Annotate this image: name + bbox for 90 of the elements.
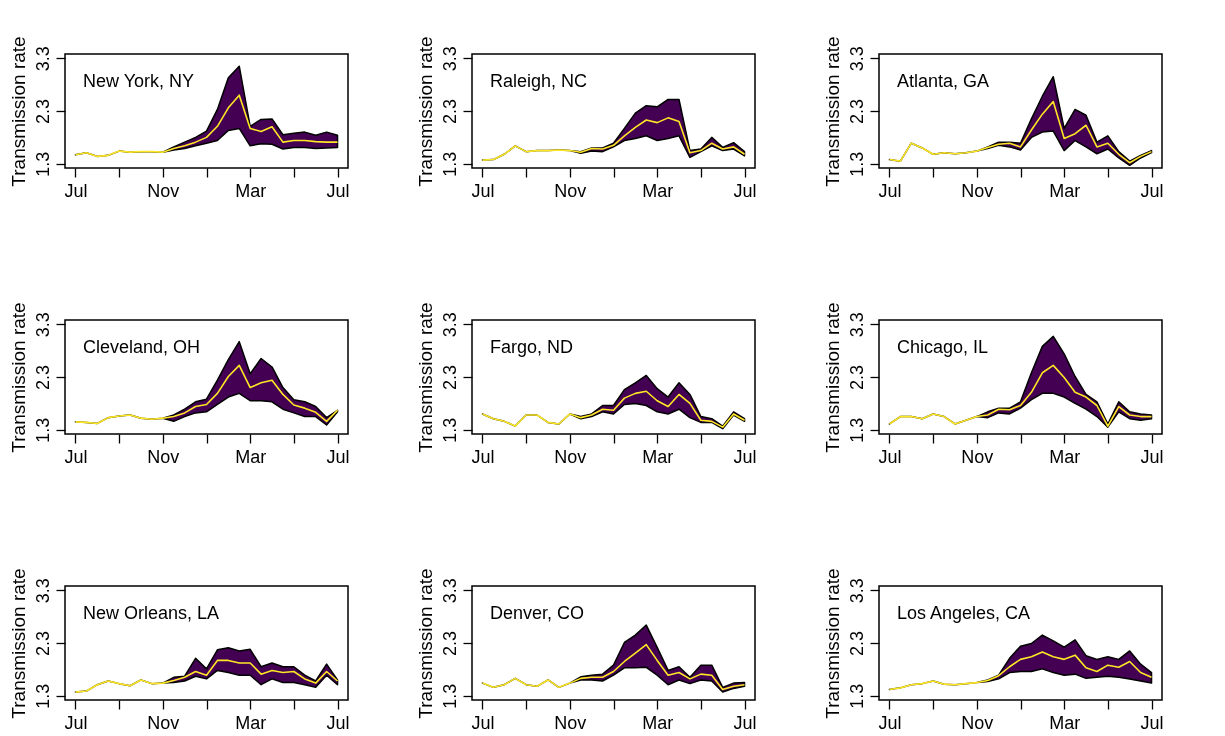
x-tick-label: Nov xyxy=(147,446,180,467)
x-tick-label: Jul xyxy=(64,180,88,201)
y-tick-label: 1.3 xyxy=(439,417,460,443)
x-tick-label: Jul xyxy=(64,446,88,467)
x-tick-label: Nov xyxy=(554,712,587,733)
x-tick-label: Nov xyxy=(961,712,994,733)
x-tick-label: Mar xyxy=(235,446,267,467)
text: Cleveland, OH xyxy=(83,337,201,357)
x-tick-label: Mar xyxy=(1049,180,1081,201)
y-tick-label: 3.3 xyxy=(32,46,53,72)
y-tick-label: 1.3 xyxy=(32,417,53,443)
y-tick-label: 3.3 xyxy=(846,46,867,72)
y-tick-label: 3.3 xyxy=(846,578,867,604)
x-tick-label: Jul xyxy=(326,446,350,467)
x-tick-label: Mar xyxy=(235,712,267,733)
text: Fargo, ND xyxy=(490,337,574,357)
x-tick-label: Jul xyxy=(326,712,350,733)
y-tick-label: 3.3 xyxy=(32,578,53,604)
x-tick-label: Jul xyxy=(733,180,757,201)
x-tick-label: Jul xyxy=(471,712,495,733)
line-series xyxy=(74,94,339,158)
line-series xyxy=(481,390,746,428)
text: Denver, CO xyxy=(490,603,585,623)
y-tick-label: 1.3 xyxy=(439,151,460,177)
x-tick-label: Jul xyxy=(326,180,350,201)
x-tick-label: Mar xyxy=(642,446,674,467)
x-tick-label: Mar xyxy=(235,180,267,201)
x-tick-label: Nov xyxy=(147,712,180,733)
x-tick-label: Nov xyxy=(961,180,994,201)
line-series xyxy=(888,651,1153,691)
line-series xyxy=(481,643,746,691)
line-series xyxy=(481,117,746,161)
text: Raleigh, NC xyxy=(490,71,588,91)
text: New Orleans, LA xyxy=(83,603,220,623)
y-tick-label: 1.3 xyxy=(32,151,53,177)
y-tick-label: 3.3 xyxy=(439,578,460,604)
y-tick-label: 2.3 xyxy=(846,98,867,125)
line-series xyxy=(888,100,1153,164)
y-axis-title: Transmission rate xyxy=(7,36,29,187)
y-tick-label: 1.3 xyxy=(439,683,460,709)
y-tick-label: 2.3 xyxy=(32,98,53,125)
x-tick-label: Jul xyxy=(471,446,495,467)
x-tick-label: Jul xyxy=(64,712,88,733)
y-axis-title: Transmission rate xyxy=(821,36,843,187)
y-tick-label: 2.3 xyxy=(439,364,460,391)
line-series xyxy=(888,364,1153,427)
line-series xyxy=(74,659,339,693)
y-tick-label: 3.3 xyxy=(846,312,867,338)
y-tick-label: 2.3 xyxy=(846,630,867,657)
y-tick-label: 2.3 xyxy=(32,364,53,391)
y-axis-title: Transmission rate xyxy=(414,36,436,187)
x-tick-label: Nov xyxy=(147,180,180,201)
x-tick-label: Jul xyxy=(1140,712,1164,733)
y-tick-label: 1.3 xyxy=(32,683,53,709)
text: Los Angeles, CA xyxy=(897,603,1031,623)
x-tick-label: Mar xyxy=(1049,712,1081,733)
x-tick-label: Mar xyxy=(642,180,674,201)
y-tick-label: 2.3 xyxy=(439,98,460,125)
line-series xyxy=(74,364,339,425)
y-axis-title: Transmission rate xyxy=(7,302,29,453)
x-tick-label: Jul xyxy=(1140,180,1164,201)
y-tick-label: 1.3 xyxy=(846,417,867,443)
x-tick-label: Jul xyxy=(733,446,757,467)
x-tick-label: Nov xyxy=(961,446,994,467)
y-tick-label: 1.3 xyxy=(846,151,867,177)
y-axis-title: Transmission rate xyxy=(414,568,436,719)
y-axis-title: Transmission rate xyxy=(821,302,843,453)
text: Chicago, IL xyxy=(897,337,989,357)
x-tick-label: Jul xyxy=(878,446,902,467)
y-tick-label: 2.3 xyxy=(439,630,460,657)
x-tick-label: Jul xyxy=(878,712,902,733)
y-tick-label: 3.3 xyxy=(439,46,460,72)
y-tick-label: 2.3 xyxy=(32,630,53,657)
y-axis-title: Transmission rate xyxy=(414,302,436,453)
x-tick-label: Mar xyxy=(1049,446,1081,467)
y-axis-title: Transmission rate xyxy=(821,568,843,719)
y-tick-label: 3.3 xyxy=(32,312,53,338)
y-axis-title: Transmission rate xyxy=(7,568,29,719)
text: New York, NY xyxy=(83,71,195,91)
x-tick-label: Nov xyxy=(554,446,587,467)
text: Atlanta, GA xyxy=(897,71,990,91)
x-tick-label: Jul xyxy=(471,180,495,201)
y-tick-label: 2.3 xyxy=(846,364,867,391)
x-tick-label: Nov xyxy=(554,180,587,201)
x-tick-label: Jul xyxy=(733,712,757,733)
x-tick-label: Jul xyxy=(878,180,902,201)
y-tick-label: 1.3 xyxy=(846,683,867,709)
y-tick-label: 3.3 xyxy=(439,312,460,338)
x-tick-label: Jul xyxy=(1140,446,1164,467)
x-tick-label: Mar xyxy=(642,712,674,733)
